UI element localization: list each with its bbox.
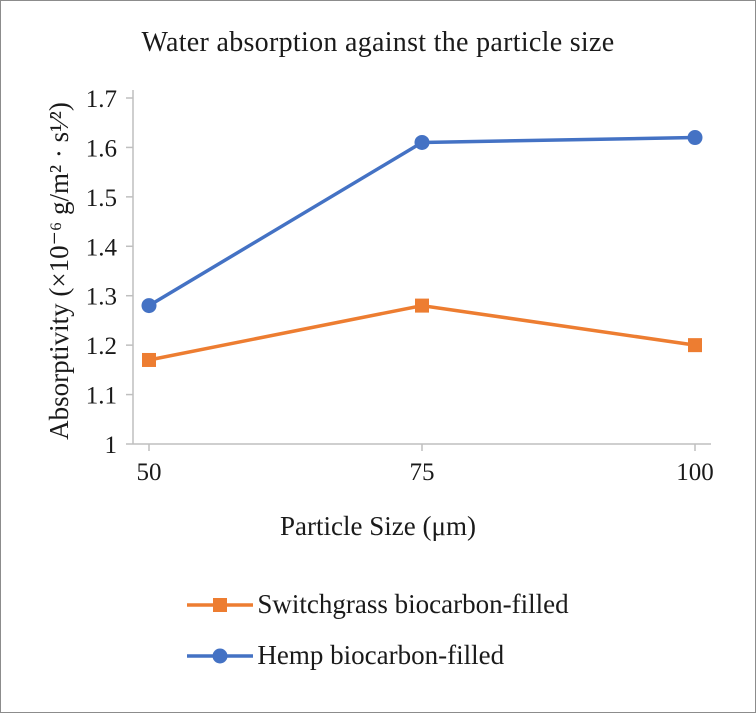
legend-item-hemp: Hemp biocarbon-filled <box>187 640 568 671</box>
plot-canvas: 1 1.1 1.2 1.3 1.4 1.5 1.6 1.7 50 75 100 <box>86 86 714 486</box>
square-marker-icon <box>187 597 254 612</box>
legend-item-switchgrass: Switchgrass biocarbon-filled <box>187 589 569 620</box>
x-tick-label: 75 <box>410 459 435 486</box>
chart-title: Water absorption against the particle si… <box>141 27 615 58</box>
x-axis-title: Particle Size (μm) <box>280 511 476 541</box>
legend-label-switchgrass: Switchgrass biocarbon-filled <box>257 589 569 619</box>
data-point-marker <box>687 130 703 146</box>
series-line <box>148 303 696 362</box>
data-point-marker <box>142 352 156 367</box>
x-tick-label: 50 <box>137 459 162 486</box>
y-tick-label: 1.2 <box>86 333 117 360</box>
y-tick-label: 1.7 <box>86 86 117 113</box>
data-point-marker <box>141 298 157 314</box>
y-axis-title: Absorptivity (×10⁻⁶ g/m² · s¹⁄²) <box>44 102 74 440</box>
data-point-marker <box>414 134 430 150</box>
data-point-marker <box>688 338 702 353</box>
series-line <box>148 135 696 308</box>
y-tick-label: 1.6 <box>86 135 117 162</box>
x-tick-label: 100 <box>676 459 714 486</box>
legend: Switchgrass biocarbon-filled Hemp biocar… <box>1 589 755 671</box>
y-tick-label: 1.3 <box>86 284 117 311</box>
y-tick-label: 1.4 <box>86 234 118 261</box>
legend-items: Switchgrass biocarbon-filled Hemp biocar… <box>187 589 569 671</box>
y-tick-label: 1 <box>105 432 118 459</box>
legend-label-hemp: Hemp biocarbon-filled <box>257 640 505 670</box>
y-tick-label: 1.1 <box>86 383 117 410</box>
circle-marker-icon <box>187 648 254 663</box>
y-tick-label: 1.5 <box>86 185 117 212</box>
data-point-marker <box>415 298 429 313</box>
